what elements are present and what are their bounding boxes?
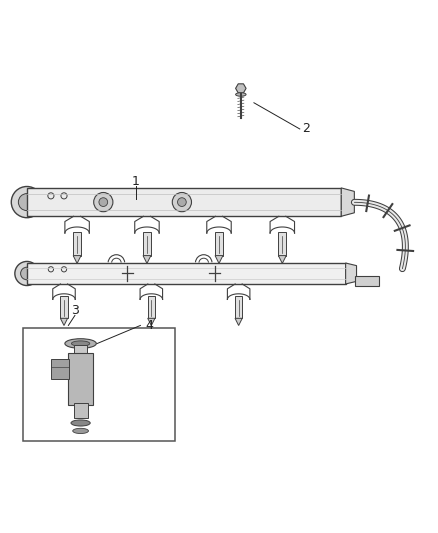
Ellipse shape: [15, 261, 39, 286]
Ellipse shape: [236, 93, 246, 96]
Polygon shape: [148, 318, 155, 326]
Bar: [27, 188, 341, 216]
Ellipse shape: [11, 187, 42, 217]
Circle shape: [172, 192, 191, 212]
Polygon shape: [279, 256, 286, 263]
Polygon shape: [73, 256, 81, 263]
Bar: [215, 231, 223, 256]
Bar: [68, 353, 93, 405]
Bar: [148, 296, 155, 318]
Circle shape: [177, 198, 186, 206]
Text: 1: 1: [132, 175, 140, 188]
Circle shape: [99, 198, 108, 206]
Ellipse shape: [71, 420, 90, 426]
Bar: [235, 296, 242, 318]
Bar: [73, 231, 81, 256]
Ellipse shape: [73, 429, 88, 433]
Bar: [51, 359, 69, 379]
Bar: [355, 276, 379, 286]
Ellipse shape: [71, 341, 90, 346]
Bar: [279, 231, 286, 256]
Ellipse shape: [65, 338, 96, 349]
Polygon shape: [346, 263, 357, 284]
Polygon shape: [341, 188, 354, 216]
Ellipse shape: [18, 193, 35, 211]
Bar: [60, 296, 67, 318]
Text: 2: 2: [302, 123, 310, 135]
Text: 3: 3: [71, 304, 79, 317]
Bar: [22, 328, 175, 441]
Polygon shape: [60, 318, 67, 326]
Bar: [74, 345, 87, 358]
Bar: [74, 402, 88, 418]
Polygon shape: [236, 84, 246, 93]
Text: 4: 4: [145, 319, 153, 332]
Ellipse shape: [21, 267, 33, 280]
Circle shape: [94, 192, 113, 212]
Polygon shape: [215, 256, 223, 263]
Bar: [143, 231, 151, 256]
Polygon shape: [235, 318, 242, 326]
Bar: [27, 263, 346, 284]
Polygon shape: [143, 256, 151, 263]
